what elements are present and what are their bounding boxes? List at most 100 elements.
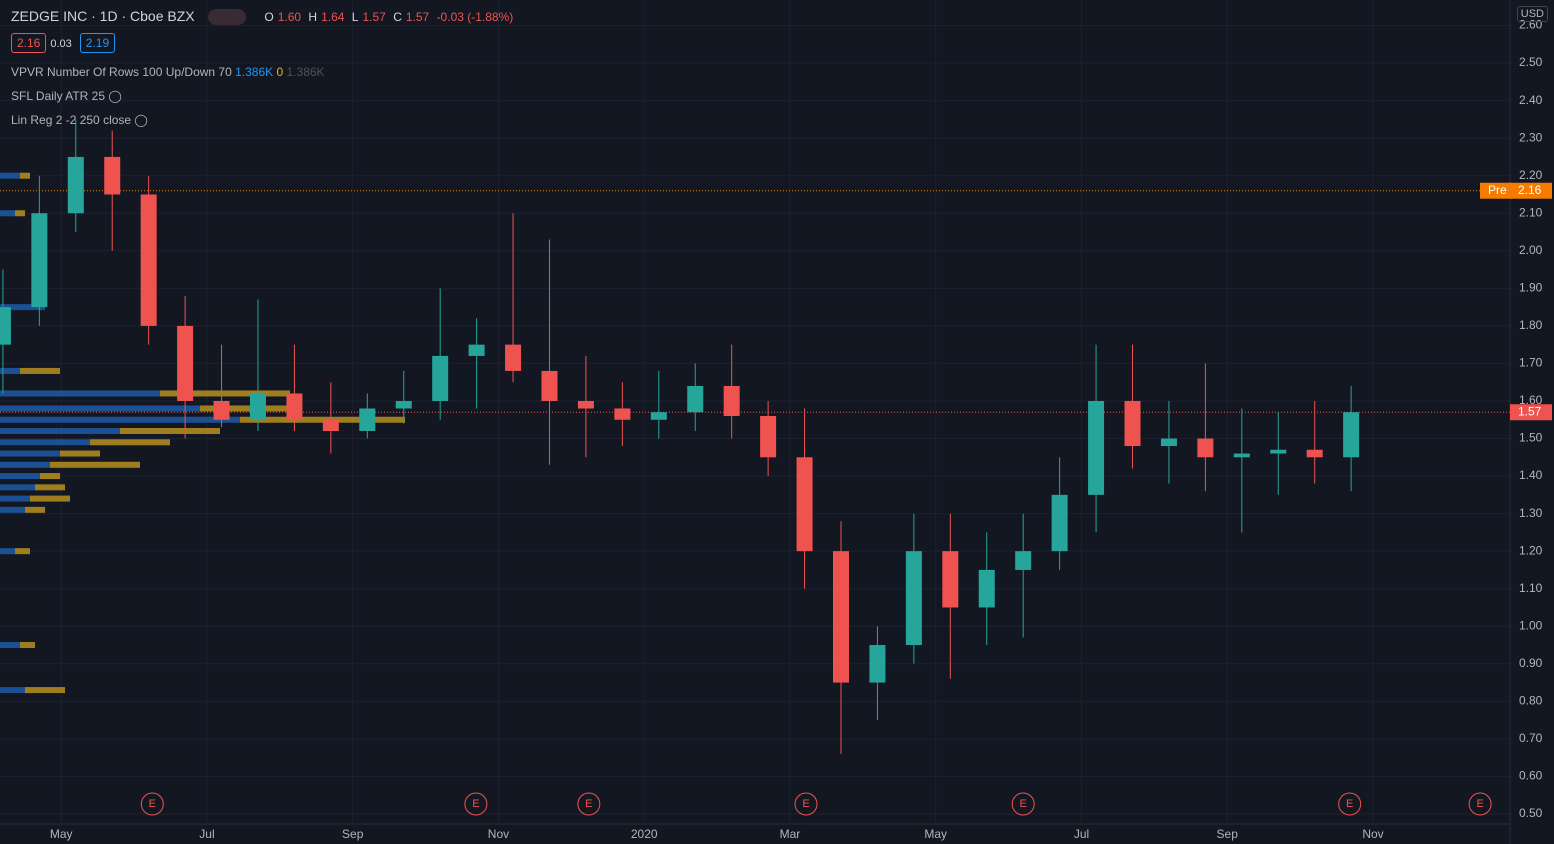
spread: 0.03 bbox=[50, 38, 72, 50]
ohlc-value: 1.57 bbox=[405, 10, 430, 24]
x-tick-label: May bbox=[50, 827, 73, 841]
candle-body bbox=[249, 393, 266, 420]
hidden-icon[interactable]: ◯ bbox=[108, 89, 122, 103]
vp-down bbox=[240, 416, 405, 423]
ask-badge[interactable]: 2.19 bbox=[79, 33, 116, 53]
indicator-value: 0 bbox=[276, 65, 284, 79]
ohlc-value: 1.60 bbox=[277, 10, 302, 24]
vp-up bbox=[0, 450, 60, 457]
y-tick-label: 1.70 bbox=[1519, 356, 1543, 370]
vp-up bbox=[0, 484, 35, 491]
y-tick-label: 0.90 bbox=[1519, 656, 1543, 670]
candle-body bbox=[796, 457, 813, 552]
candle-body bbox=[650, 412, 667, 420]
y-tick-label: 0.70 bbox=[1519, 731, 1543, 745]
y-tick-label: 2.20 bbox=[1519, 168, 1543, 182]
x-tick-label: Sep bbox=[1217, 827, 1239, 841]
earnings-marker[interactable] bbox=[1338, 792, 1362, 816]
indicator-name: Lin Reg 2 -2 250 close bbox=[11, 113, 132, 127]
symbol-title: ZEDGE INC · 1D · Cboe BZX bbox=[11, 8, 195, 24]
vp-up bbox=[0, 495, 30, 502]
vp-down bbox=[50, 461, 140, 468]
candle-body bbox=[760, 415, 777, 458]
candle-body bbox=[1270, 449, 1287, 454]
candle-body bbox=[541, 370, 558, 401]
price-label: 2.16 bbox=[1518, 183, 1542, 197]
vp-up bbox=[0, 439, 90, 446]
x-tick-label: Mar bbox=[780, 827, 801, 841]
ohlc-key: H bbox=[308, 10, 318, 24]
vp-up bbox=[0, 210, 15, 217]
vp-down bbox=[60, 450, 100, 457]
candle-body bbox=[905, 551, 922, 646]
earnings-marker[interactable] bbox=[140, 792, 164, 816]
candle-body bbox=[213, 400, 230, 420]
earnings-marker[interactable] bbox=[1468, 792, 1492, 816]
x-tick-label: Jul bbox=[199, 827, 214, 841]
currency-label[interactable]: USD bbox=[1516, 6, 1548, 22]
price-label: 1.57 bbox=[1518, 404, 1542, 418]
vp-up bbox=[0, 416, 240, 423]
indicator: Lin Reg 2 -2 250 close ◯ bbox=[11, 113, 148, 127]
y-tick-label: 1.30 bbox=[1519, 506, 1543, 520]
vp-down bbox=[40, 473, 60, 480]
candle-body bbox=[1306, 449, 1323, 458]
candle-body bbox=[577, 400, 594, 409]
ohlc-key: L bbox=[351, 10, 359, 24]
vp-down bbox=[25, 506, 45, 513]
y-tick-label: 1.80 bbox=[1519, 318, 1543, 332]
earnings-marker[interactable] bbox=[464, 792, 488, 816]
y-tick-label: 0.60 bbox=[1519, 769, 1543, 783]
candle-body bbox=[140, 194, 157, 326]
earnings-label: E bbox=[1020, 798, 1027, 810]
y-tick-label: 1.50 bbox=[1519, 431, 1543, 445]
candle-body bbox=[1015, 551, 1032, 570]
candle-body bbox=[286, 393, 303, 420]
candle-body bbox=[978, 569, 995, 608]
candle-body bbox=[322, 419, 339, 432]
earnings-marker[interactable] bbox=[577, 792, 601, 816]
vp-down bbox=[35, 484, 65, 491]
vp-down bbox=[160, 390, 290, 397]
earnings-marker[interactable] bbox=[1011, 792, 1035, 816]
session-icon[interactable] bbox=[208, 9, 247, 26]
vp-up bbox=[0, 367, 20, 374]
candle-body bbox=[1124, 400, 1141, 447]
x-tick-label: Nov bbox=[1362, 827, 1383, 841]
vp-down bbox=[20, 367, 60, 374]
earnings-marker[interactable] bbox=[794, 792, 818, 816]
candle-body bbox=[869, 645, 886, 683]
candle-body bbox=[1051, 494, 1068, 552]
hidden-icon[interactable]: ◯ bbox=[134, 113, 148, 127]
y-tick-label: 1.10 bbox=[1519, 581, 1543, 595]
y-tick-label: 1.90 bbox=[1519, 281, 1543, 295]
vp-up bbox=[0, 390, 160, 397]
indicator-value: 1.386K bbox=[235, 65, 274, 79]
price-label-bg bbox=[1510, 182, 1552, 199]
candle-body bbox=[687, 385, 704, 413]
vp-down bbox=[15, 548, 30, 555]
candle-body bbox=[31, 213, 48, 308]
candle-body bbox=[1197, 438, 1214, 458]
vp-down bbox=[90, 439, 170, 446]
vp-up bbox=[0, 428, 120, 435]
candle-body bbox=[614, 408, 631, 420]
bid-badge[interactable]: 2.16 bbox=[11, 33, 47, 53]
candle-body bbox=[0, 307, 11, 345]
vp-up bbox=[0, 405, 200, 412]
candle-body bbox=[395, 400, 412, 409]
y-tick-label: 2.40 bbox=[1519, 93, 1543, 107]
ohlc-value: 1.64 bbox=[321, 10, 345, 24]
x-tick-label: May bbox=[924, 827, 947, 841]
vp-up bbox=[0, 642, 20, 649]
price-label-bg bbox=[1510, 404, 1552, 421]
indicator-value: 1.386K bbox=[286, 65, 325, 79]
x-tick-label: Jul bbox=[1074, 827, 1089, 841]
candle-body bbox=[432, 355, 449, 401]
candle-body bbox=[505, 344, 522, 371]
quote-row: 2.16 0.03 2.19 bbox=[11, 33, 119, 53]
ohlc-key: O bbox=[264, 10, 274, 24]
indicator-name: SFL Daily ATR 25 bbox=[11, 89, 106, 103]
y-tick-label: 1.00 bbox=[1519, 618, 1543, 632]
x-tick-label: Nov bbox=[488, 827, 509, 841]
